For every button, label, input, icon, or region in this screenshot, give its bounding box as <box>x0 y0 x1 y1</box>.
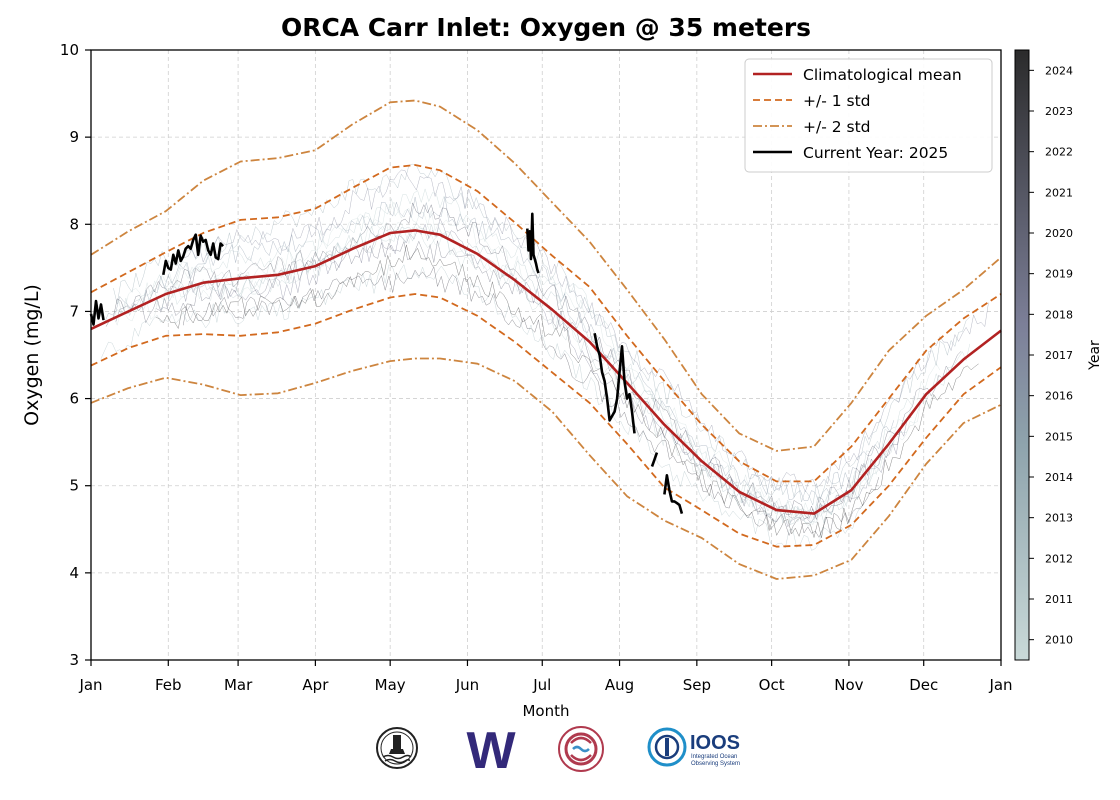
colorbar-tick-label: 2014 <box>1045 471 1073 484</box>
historical-trace <box>93 196 895 504</box>
y-tick-label: 6 <box>69 390 79 408</box>
colorbar-tick-label: 2019 <box>1045 268 1073 281</box>
x-tick-label: Nov <box>834 676 863 694</box>
ioos-logo-subtext-1: Integrated Ocean <box>691 754 737 760</box>
x-tick-label: Jul <box>532 676 551 694</box>
historical-trace <box>118 187 912 520</box>
historical-trace <box>115 240 962 519</box>
colorbar-tick-label: 2021 <box>1045 186 1073 199</box>
x-tick-label: Oct <box>759 676 785 694</box>
colorbar-tick-label: 2010 <box>1045 634 1073 647</box>
ioos-logo: IOOS Integrated Ocean Observing System <box>647 727 740 767</box>
colorbar-tick-label: 2022 <box>1045 146 1073 159</box>
colorbar: 2010 2011 2012 2013 2014 2015 2016 2017 2018 2019… <box>1014 49 1103 661</box>
x-tick-label: Feb <box>155 676 182 694</box>
series-lines <box>90 99 1002 580</box>
historical-trace <box>180 169 989 493</box>
colorbar-tick-label: 2023 <box>1045 105 1073 118</box>
y-tick-label: 3 <box>69 651 79 669</box>
y-tick-label: 9 <box>69 128 79 146</box>
legend-label: Current Year: 2025 <box>803 144 948 162</box>
x-tick-label: May <box>375 676 406 694</box>
y-tick-label: 4 <box>69 564 79 582</box>
historical-year-traces <box>93 163 989 551</box>
colorbar-tick-label: 2018 <box>1045 308 1073 321</box>
historical-trace <box>113 221 937 526</box>
chart-title: ORCA Carr Inlet: Oxygen @ 35 meters <box>281 13 811 42</box>
current-year-segment <box>526 212 540 274</box>
current-year-lines <box>89 212 684 514</box>
series--2-std-lower <box>90 357 1002 580</box>
historical-trace <box>105 222 896 525</box>
y-tick-label: 8 <box>69 215 79 233</box>
colorbar-gradient <box>1014 49 1030 661</box>
y-tick-label: 7 <box>69 302 79 320</box>
x-tick-label: Jan <box>78 676 102 694</box>
series-climatological-mean <box>90 229 1002 515</box>
legend: Climatological mean +/- 1 std +/- 2 std Cur… <box>744 58 993 173</box>
y-tick-label: 10 <box>60 41 79 59</box>
colorbar-tick-label: 2015 <box>1045 430 1073 443</box>
colorbar-label: Year <box>1087 340 1103 371</box>
x-tick-label: Dec <box>909 676 938 694</box>
series--1-std-upper <box>90 164 1002 483</box>
historical-trace <box>182 265 880 538</box>
y-axis-ticks: 3 4 5 6 7 8 9 10 <box>60 41 91 669</box>
historical-trace <box>105 202 903 521</box>
colorbar-tick-label: 2017 <box>1045 349 1073 362</box>
x-tick-label: Jan <box>988 676 1012 694</box>
legend-label: +/- 1 std <box>803 92 871 110</box>
current-year-segment <box>650 452 659 467</box>
colorbar-tick-label: 2016 <box>1045 390 1073 403</box>
uw-logo: W <box>466 722 516 780</box>
historical-trace <box>155 244 979 539</box>
series--2-std-upper <box>90 99 1002 452</box>
noaa-lighthouse-logo <box>376 727 418 769</box>
ioos-logo-subtext-2: Observing System <box>691 761 740 767</box>
historical-trace <box>113 163 970 507</box>
x-tick-label: Mar <box>224 676 253 694</box>
x-tick-label: Apr <box>302 676 329 694</box>
colorbar-tick-label: 2011 <box>1045 593 1073 606</box>
legend-label: Climatological mean <box>803 66 962 84</box>
ioos-logo-text: IOOS <box>690 732 740 754</box>
plot-frame <box>90 49 1002 661</box>
colorbar-tick-label: 2013 <box>1045 512 1073 525</box>
colorbar-tick-label: 2024 <box>1045 64 1073 77</box>
x-tick-label: Sep <box>683 676 711 694</box>
current-year-segment <box>162 233 225 276</box>
x-tick-label: Aug <box>605 676 634 694</box>
series--1-std-lower <box>90 293 1002 548</box>
colorbar-tick-label: 2012 <box>1045 552 1073 565</box>
x-tick-label: Jun <box>455 676 479 694</box>
y-axis-label: Oxygen (mg/L) <box>21 284 43 426</box>
current-year-segment <box>593 332 636 434</box>
historical-trace <box>100 264 865 551</box>
current-year-segment <box>663 473 684 514</box>
y-tick-label: 5 <box>69 477 79 495</box>
x-axis-label: Month <box>522 702 569 720</box>
colorbar-tick-label: 2020 <box>1045 227 1073 240</box>
legend-box <box>744 58 993 173</box>
uw-logo-text: W <box>466 722 516 780</box>
legend-label: +/- 2 std <box>803 118 871 136</box>
nanoos-logo <box>558 726 604 772</box>
x-axis-ticks: Jan Feb Mar Apr May Jun Jul Aug Sep Oct Nov Dec Jan <box>78 660 1013 694</box>
current-year-segment <box>89 299 105 326</box>
